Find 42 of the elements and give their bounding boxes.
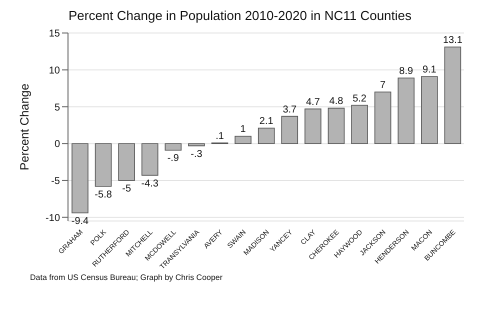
bar (72, 143, 88, 214)
bar (351, 104, 368, 144)
data-label: -9.4 (71, 216, 90, 227)
bar (94, 143, 112, 187)
y-tick-label: -10 (46, 212, 60, 224)
y-tick-label: -5 (51, 176, 60, 187)
y-axis-title: Percent Change (17, 83, 32, 170)
data-label: 4.7 (306, 96, 320, 108)
data-label: -.3 (190, 148, 203, 160)
text: Data from US Census Bureau; Graph by Chris Cooper (30, 273, 224, 282)
bar (118, 143, 135, 181)
bar (141, 143, 158, 176)
data-label: 1 (240, 124, 246, 136)
bar (398, 78, 415, 144)
bar (304, 108, 322, 144)
data-label: -5 (122, 183, 132, 194)
data-label: 7 (380, 80, 386, 91)
bar (188, 143, 205, 146)
data-label: 4.8 (329, 96, 344, 108)
bar (258, 128, 275, 144)
data-label: -5.8 (94, 189, 112, 200)
bar (374, 92, 392, 144)
data-label: -4.3 (141, 178, 159, 190)
data-label: 9.1 (422, 64, 437, 76)
data-label: .1 (216, 130, 224, 142)
data-label: -.9 (167, 153, 180, 164)
data-label: 3.7 (282, 104, 298, 116)
data-label: 8.9 (399, 66, 414, 77)
data-label: 5.2 (352, 93, 367, 104)
bar (421, 76, 438, 144)
y-tick-label: 5 (54, 102, 60, 114)
y-tick-label: 0 (54, 139, 60, 150)
bar (328, 108, 345, 144)
bar (444, 46, 462, 144)
y-tick-label: 15 (48, 28, 60, 40)
chart-title: Percent Change in Population 2010-2020 in NC11 Counties (67, 8, 413, 23)
bar (281, 116, 298, 144)
data-label: 13.1 (442, 35, 463, 46)
bar (234, 136, 252, 144)
y-tick-label: 10 (48, 65, 60, 76)
data-label: 2.1 (259, 116, 274, 128)
bar (164, 143, 182, 151)
